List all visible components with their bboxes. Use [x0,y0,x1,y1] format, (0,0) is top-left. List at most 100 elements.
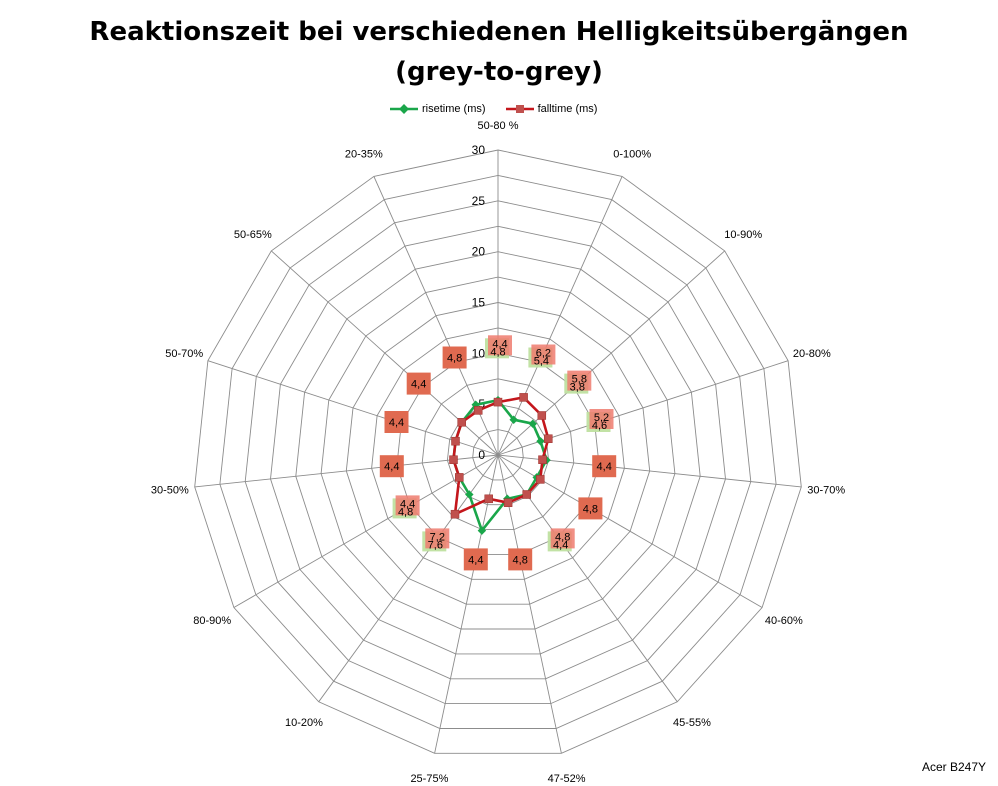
falltime-point [519,393,528,402]
falltime-point [522,490,531,499]
grid-ring [371,327,625,580]
radial-tick-label: 15 [472,296,486,310]
legend-item-falltime: falltime (ms) [505,103,598,115]
data-label-box [463,548,488,571]
data-label: 4,8 [583,503,598,515]
category-label: 30-70% [807,485,845,497]
grid-ring [194,149,802,754]
falltime-point [503,498,513,507]
grid-ring [421,378,575,531]
grid-spoke [233,454,499,608]
data-label: 4,4 [389,417,404,429]
data-label: 4,8 [513,554,528,566]
grid-ring [270,225,726,680]
falltime-label-box [531,344,556,365]
grid-ring [345,302,651,605]
data-label-box [379,455,404,478]
falltime-point [536,475,545,484]
grid-spoke [434,454,499,754]
grid-ring [244,200,752,705]
falltime-label-box [550,528,575,549]
data-label-box [508,548,533,571]
falltime-point [493,397,503,407]
data-label-box [578,497,603,520]
category-label: 50-70% [165,348,203,360]
risetime-data-label: 4,8 [398,506,413,518]
monitor-model-label: Acer B247Y [921,760,986,774]
falltime-point [455,473,464,482]
risetime-point [465,490,474,499]
grid-ring [446,403,550,506]
risetime-data-label: 5,4 [534,356,549,368]
risetime-data-label: 4,6 [592,420,607,432]
risetime-point [528,419,538,428]
data-label: 4,4 [468,554,483,566]
title-line-1: Reaktionszeit bei verschiedenen Helligke… [89,17,909,47]
risetime-point [477,526,487,535]
grid-ring [295,251,701,655]
grid-ring [219,174,777,729]
series-lines [449,393,553,535]
falltime-data-label: 6,2 [536,348,551,360]
falltime-point [484,494,493,504]
falltime-data-label: 7,2 [430,531,445,543]
radar-grid [194,149,802,754]
grid-spoke [194,454,499,488]
falltime-data-label: 4,4 [492,338,507,350]
data-label-box [406,372,431,395]
falltime-point [544,434,553,443]
radial-tick-label: 30 [472,143,486,157]
category-label: 10-90% [724,229,762,241]
falltime-label-box [395,495,420,516]
risetime-data-label: 7,6 [428,539,443,551]
data-label-box [384,411,409,433]
risetime-point [536,436,545,446]
falltime-data-label: 5,2 [594,412,609,424]
category-label: 40-60% [765,615,803,627]
falltime-point [537,411,547,420]
falltime-data-label: 5,8 [572,374,587,386]
category-label: 10-20% [285,717,323,729]
data-label: 4,4 [384,461,399,473]
data-label-box [442,346,467,369]
risetime-legend-marker [390,104,418,114]
falltime-label-box [567,370,592,391]
category-label: 20-35% [345,149,383,161]
radial-tick-label: 10 [472,346,486,360]
falltime-point [450,509,460,519]
falltime-point [457,418,466,427]
falltime-label-box [589,409,614,429]
grid-spoke [497,176,623,456]
category-label: 25-75% [410,773,448,785]
data-label: 4,4 [411,379,426,391]
falltime-label-box [425,528,450,549]
radial-tick-label: 25 [472,194,486,208]
category-label: 50-65% [234,229,272,241]
falltime-data-label: 4,4 [400,498,415,510]
risetime-data-label: 4,4 [553,539,568,551]
category-label: 50-80 % [478,120,519,132]
category-label: 20-80% [793,348,831,360]
category-label: 80-90% [193,615,231,627]
chart-title: Reaktionszeit bei verschiedenen Helligke… [0,12,998,93]
grid-spoke [207,360,499,456]
falltime-point [538,455,547,464]
radial-tick-label: 0 [478,448,485,462]
legend-item-risetime: risetime (ms) [390,103,486,115]
data-labels: 4,84,45,46,23,85,84,65,24,44,84,44,84,84… [379,335,617,571]
legend-label-falltime: falltime (ms) [537,103,598,115]
risetime-data-label: 4,8 [490,346,505,358]
legend-label-risetime: risetime (ms) [422,103,486,115]
falltime-series-line [452,396,550,516]
data-label: 4,4 [597,461,612,473]
grid-ring [396,352,600,555]
grid-spoke [497,250,726,456]
legend: risetime (ms) falltime (ms) [390,101,617,117]
falltime-point [449,455,458,464]
data-label-box [592,455,617,478]
falltime-point [473,406,483,415]
category-label: 47-52% [548,773,586,785]
grid-ring [320,276,676,630]
title-line-2: (grey-to-grey) [395,57,603,88]
